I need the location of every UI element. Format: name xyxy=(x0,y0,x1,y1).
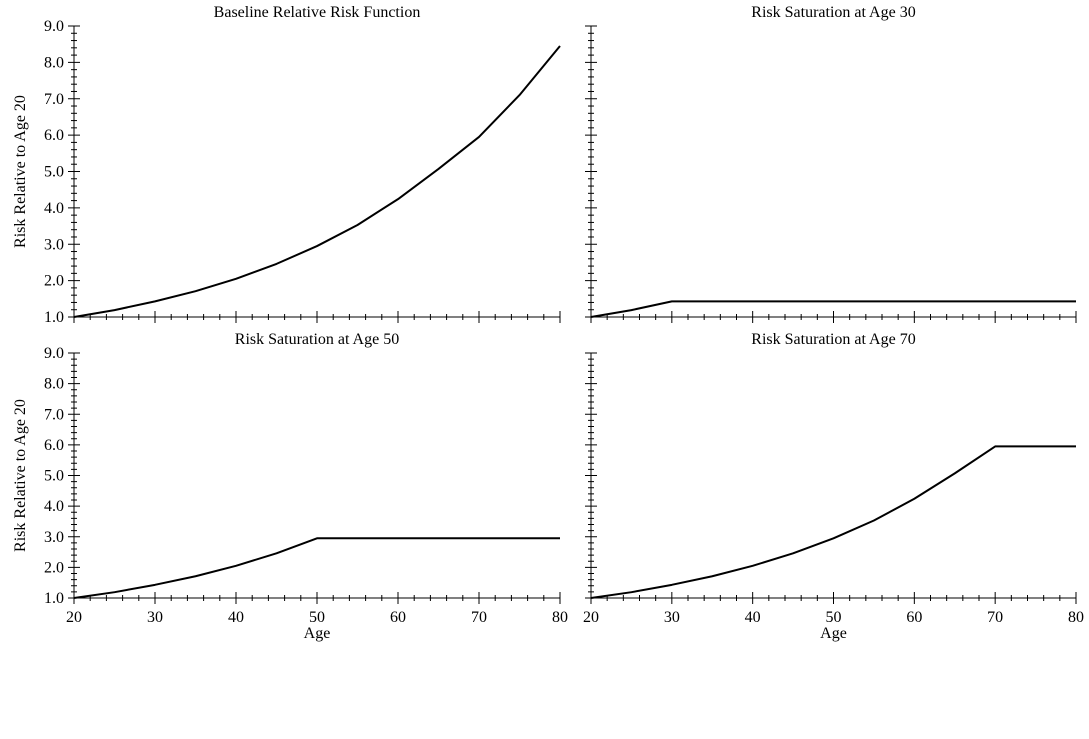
x-axis-title: Age xyxy=(820,625,847,642)
x-tick-label: 50 xyxy=(309,609,325,626)
chart-panel-2: Risk Saturation at Age 30 xyxy=(585,4,1077,323)
y-tick-label: 3.0 xyxy=(44,529,64,546)
chart-title: Risk Saturation at Age 50 xyxy=(235,331,399,348)
y-tick-label: 1.0 xyxy=(44,590,64,607)
y-tick-label: 7.0 xyxy=(44,406,64,423)
series-line xyxy=(73,537,560,599)
chart-panel-4: 20 30 40 50 60 70 80 Risk Saturation at Age 70 A… xyxy=(583,331,1084,642)
x-tick-label: 80 xyxy=(552,609,568,626)
series-line xyxy=(590,300,1076,318)
chart-title: Baseline Relative Risk Function xyxy=(214,4,421,21)
x-tick-label: 40 xyxy=(228,609,244,626)
y-tick-label: 9.0 xyxy=(44,345,64,362)
x-tick-label: 40 xyxy=(745,609,761,626)
chart-panel-1: 1.0 2.0 3.0 4.0 5.0 6.0 7.0 8.0 9.0 Baseline Rela… xyxy=(12,4,561,326)
y-tick-label: 9.0 xyxy=(44,18,64,35)
x-tick-label: 70 xyxy=(987,609,1003,626)
y-tick-label: 4.0 xyxy=(44,200,64,217)
x-tick-label: 20 xyxy=(583,609,599,626)
y-tick-label: 8.0 xyxy=(44,376,64,393)
x-tick-label: 20 xyxy=(66,609,82,626)
y-tick-label: 3.0 xyxy=(44,236,64,253)
chart-title: Risk Saturation at Age 70 xyxy=(751,331,915,348)
x-tick-label: 50 xyxy=(826,609,842,626)
x-tick-label: 60 xyxy=(390,609,406,626)
y-axis-title: Risk Relative to Age 20 xyxy=(12,95,29,248)
y-tick-label: 5.0 xyxy=(44,164,64,181)
chart-panel-3: 1.0 2.0 3.0 4.0 5.0 6.0 7.0 8.0 9.0 20 30 40 50 60 70 8… xyxy=(12,331,568,642)
y-tick-label: 2.0 xyxy=(44,559,64,576)
y-tick-label: 8.0 xyxy=(44,54,64,71)
y-tick-label: 5.0 xyxy=(44,468,64,485)
series-line xyxy=(73,45,561,318)
x-tick-label: 80 xyxy=(1068,609,1084,626)
chart-title: Risk Saturation at Age 30 xyxy=(751,4,915,21)
y-tick-label: 1.0 xyxy=(44,309,64,326)
y-tick-label: 4.0 xyxy=(44,498,64,515)
x-tick-label: 30 xyxy=(664,609,680,626)
y-axis-title: Risk Relative to Age 20 xyxy=(12,399,29,552)
x-axis-title: Age xyxy=(304,625,331,642)
x-tick-label: 60 xyxy=(906,609,922,626)
y-tick-label: 7.0 xyxy=(44,91,64,108)
y-tick-label: 2.0 xyxy=(44,273,64,290)
series-line xyxy=(590,445,1076,599)
x-tick-label: 70 xyxy=(471,609,487,626)
x-tick-label: 30 xyxy=(147,609,163,626)
y-tick-label: 6.0 xyxy=(44,437,64,454)
y-tick-label: 6.0 xyxy=(44,127,64,144)
